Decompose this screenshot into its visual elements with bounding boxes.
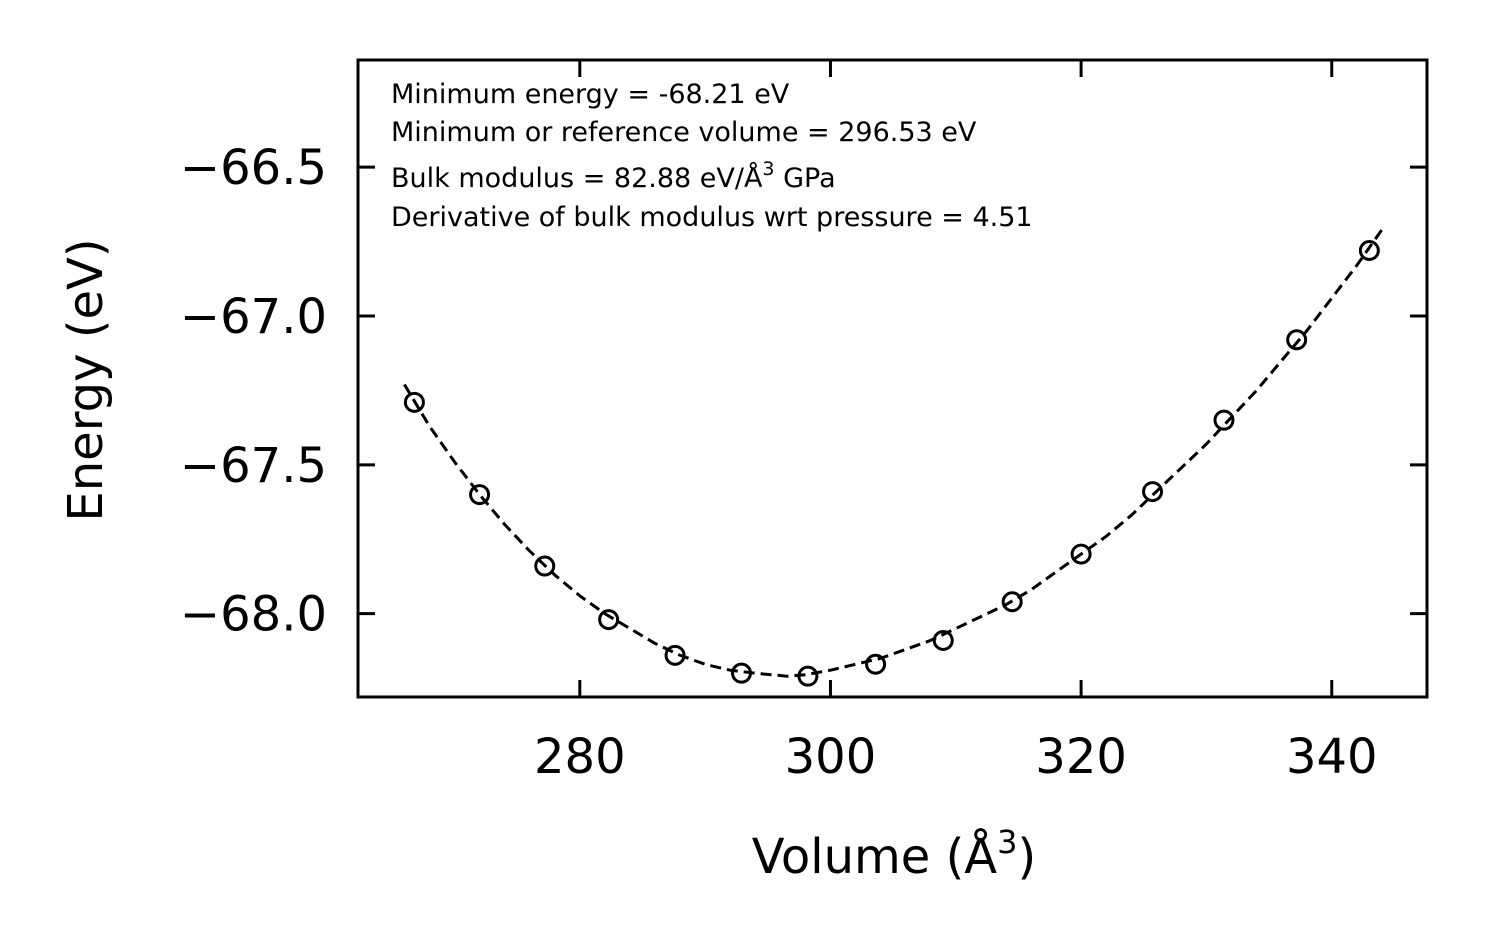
data-point (534, 555, 556, 577)
x-axis-label-end: ) (1017, 829, 1036, 885)
data-point (1358, 240, 1380, 262)
y-tick-label: −68.0 (180, 587, 327, 643)
y-tick-label: −67.0 (180, 289, 327, 345)
data-point (730, 662, 752, 684)
x-tick-label: 320 (1035, 729, 1127, 785)
x-axis-label-main: Volume (Å (752, 828, 998, 885)
points-layer (403, 240, 1380, 687)
annotation-min-energy: Minimum energy = -68.21 eV (391, 79, 790, 110)
fit-curve (403, 228, 1384, 678)
data-point (1286, 329, 1308, 351)
data-point (664, 644, 686, 666)
y-ticks: −68.0 −67.5 −67.0 −66.5 (180, 140, 1427, 643)
data-point (403, 391, 425, 413)
x-axis-label-sup: 3 (997, 823, 1017, 861)
data-point (865, 653, 887, 675)
y-axis-label: Energy (eV) (58, 238, 114, 521)
data-point (797, 665, 819, 687)
data-point (1142, 481, 1164, 503)
x-tick-label: 340 (1286, 729, 1378, 785)
data-point (1001, 591, 1023, 613)
data-point (932, 629, 954, 651)
x-tick-label: 300 (785, 729, 877, 785)
data-point (469, 484, 491, 506)
annotation-min-volume: Minimum or reference volume = 296.53 eV (391, 117, 977, 148)
data-point (598, 609, 620, 631)
y-tick-label: −67.5 (180, 438, 327, 494)
annotation-block: Minimum energy = -68.21 eV Minimum or re… (391, 79, 1033, 233)
x-axis-label: Volume (Å3) (752, 823, 1036, 885)
data-point (1213, 409, 1235, 431)
y-tick-label: −66.5 (180, 140, 327, 196)
annotation-derivative: Derivative of bulk modulus wrt pressure … (391, 202, 1033, 233)
data-point (1070, 543, 1092, 565)
fit-layer (403, 228, 1384, 678)
annotation-bulk-modulus-end: GPa (775, 163, 836, 194)
x-ticks: 280 300 320 340 (534, 60, 1378, 785)
annotation-bulk-modulus: Bulk modulus = 82.88 eV/Å3 GPa (391, 158, 836, 194)
x-tick-label: 280 (534, 729, 626, 785)
annotation-bulk-modulus-main: Bulk modulus = 82.88 eV/Å (391, 162, 763, 194)
plot-frame (356, 58, 1429, 699)
annotation-bulk-modulus-sup: 3 (762, 158, 774, 180)
